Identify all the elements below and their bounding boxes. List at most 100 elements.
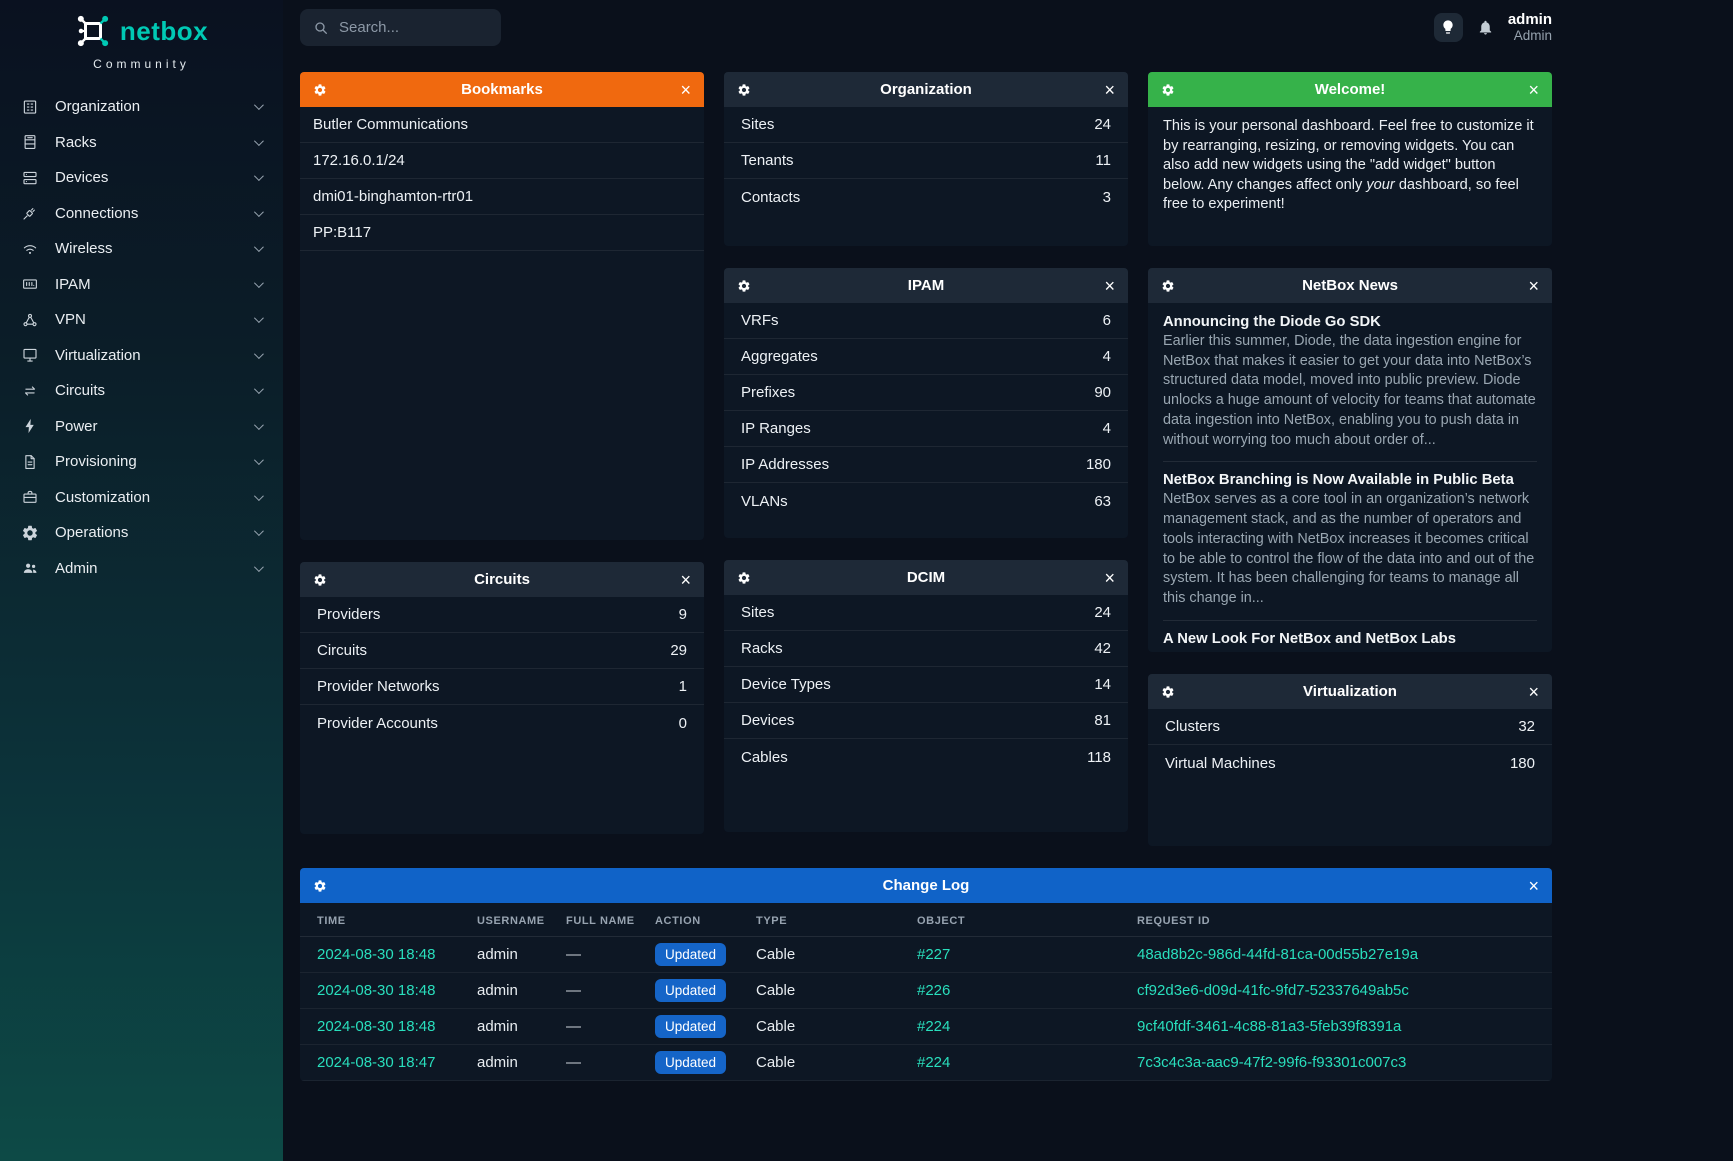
gear-icon[interactable] — [313, 879, 327, 893]
dashboard-column-1: Bookmarks × Butler Communications 172.16… — [300, 72, 704, 846]
stat-label: Devices — [741, 712, 795, 729]
stat-row[interactable]: Aggregates 4 — [724, 339, 1128, 375]
sidebar-item-circuits[interactable]: Circuits — [0, 373, 283, 409]
change-object-link[interactable]: #227 — [917, 946, 951, 963]
close-icon[interactable]: × — [1104, 79, 1115, 100]
topbar: admin Admin — [300, 0, 1733, 55]
theme-toggle-button[interactable] — [1433, 12, 1463, 42]
news-entry-title[interactable]: Announcing the Diode Go SDK — [1163, 314, 1381, 330]
news-entry-title[interactable]: NetBox Branching is Now Available in Pub… — [1163, 472, 1514, 489]
bookmark-item[interactable]: Butler Communications — [300, 107, 704, 143]
sidebar-item-power[interactable]: Power — [0, 409, 283, 445]
sidebar-item-admin[interactable]: Admin — [0, 551, 283, 587]
change-request-id-link[interactable]: 9cf40fdf-3461-4c88-81a3-5feb39f8391a — [1137, 1018, 1402, 1035]
change-request-id-link[interactable]: cf92d3e6-d09d-41fc-9fd7-52337649ab5c — [1137, 982, 1409, 999]
stat-row[interactable]: Prefixes 90 — [724, 375, 1128, 411]
change-object-link[interactable]: #224 — [917, 1018, 951, 1035]
stat-row[interactable]: Tenants 11 — [724, 143, 1128, 179]
close-icon[interactable]: × — [1104, 567, 1115, 588]
column-header-time: TIME — [300, 903, 469, 937]
stat-label: Aggregates — [741, 348, 818, 365]
change-object-link[interactable]: #224 — [917, 1054, 951, 1071]
bookmarks-widget-header: Bookmarks × — [300, 72, 704, 107]
gear-icon[interactable] — [737, 83, 751, 97]
user-menu[interactable]: admin Admin — [1508, 11, 1552, 44]
sidebar-item-wireless[interactable]: Wireless — [0, 231, 283, 267]
notifications-button[interactable] — [1477, 19, 1494, 36]
close-icon[interactable]: × — [1528, 875, 1539, 896]
sidebar-item-devices[interactable]: Devices — [0, 160, 283, 196]
sidebar-nav: Organization Racks Devices Connections W… — [0, 89, 283, 586]
stat-row[interactable]: Device Types 14 — [724, 667, 1128, 703]
change-type: Cable — [748, 936, 909, 973]
change-time-link[interactable]: 2024-08-30 18:48 — [317, 982, 436, 999]
change-type: Cable — [748, 1044, 909, 1081]
stat-row[interactable]: Sites 24 — [724, 595, 1128, 631]
chevron-down-icon — [253, 135, 264, 146]
stat-row[interactable]: Racks 42 — [724, 631, 1128, 667]
stat-row[interactable]: VLANs 63 — [724, 483, 1128, 519]
close-icon[interactable]: × — [680, 569, 691, 590]
search-input[interactable] — [339, 19, 479, 36]
stat-row[interactable]: Virtual Machines 180 — [1148, 745, 1552, 781]
stat-row[interactable]: Circuits 29 — [300, 633, 704, 669]
close-icon[interactable]: × — [680, 79, 691, 100]
welcome-widget: Welcome! × This is your personal dashboa… — [1148, 72, 1552, 246]
bookmark-item[interactable]: PP:B117 — [300, 215, 704, 251]
close-icon[interactable]: × — [1104, 275, 1115, 296]
stat-row[interactable]: Providers 9 — [300, 597, 704, 633]
gear-icon[interactable] — [313, 573, 327, 587]
sidebar-item-label: Customization — [55, 488, 151, 506]
sidebar-item-ipam[interactable]: IPAM — [0, 267, 283, 303]
close-icon[interactable]: × — [1528, 681, 1539, 702]
stat-row[interactable]: IP Ranges 4 — [724, 411, 1128, 447]
close-icon[interactable]: × — [1528, 275, 1539, 296]
sidebar-item-racks[interactable]: Racks — [0, 125, 283, 161]
sidebar-item-organization[interactable]: Organization — [0, 89, 283, 125]
stat-row[interactable]: Contacts 3 — [724, 179, 1128, 215]
change-request-id-link[interactable]: 7c3c4c3a-aac9-47f2-99f6-f93301c007c3 — [1137, 1054, 1407, 1071]
sidebar-item-operations[interactable]: Operations — [0, 515, 283, 551]
stat-row[interactable]: VRFs 6 — [724, 303, 1128, 339]
change-object-link[interactable]: #226 — [917, 982, 951, 999]
gear-icon[interactable] — [737, 279, 751, 293]
sidebar-item-provisioning[interactable]: Provisioning — [0, 444, 283, 480]
change-time-link[interactable]: 2024-08-30 18:48 — [317, 946, 436, 963]
stat-row[interactable]: Devices 81 — [724, 703, 1128, 739]
sidebar-item-customization[interactable]: Customization — [0, 480, 283, 516]
stat-row[interactable]: Provider Accounts 0 — [300, 705, 704, 741]
gear-icon[interactable] — [1161, 83, 1175, 97]
bookmark-item[interactable]: 172.16.0.1/24 — [300, 143, 704, 179]
sidebar-item-connections[interactable]: Connections — [0, 196, 283, 232]
stat-value: 11 — [1095, 152, 1111, 169]
change-request-id-link[interactable]: 48ad8b2c-986d-44fd-81ca-00d55b27e19a — [1137, 946, 1419, 963]
netbox-logo[interactable]: netbox Community — [0, 0, 283, 71]
gear-icon[interactable] — [313, 83, 327, 97]
gear-icon[interactable] — [1161, 279, 1175, 293]
close-icon[interactable]: × — [1528, 79, 1539, 100]
stat-label: Circuits — [317, 642, 368, 659]
change-time-link[interactable]: 2024-08-30 18:48 — [317, 1018, 436, 1035]
sidebar-item-label: Connections — [55, 204, 139, 222]
column-header-type: TYPE — [748, 903, 909, 937]
gear-icon[interactable] — [737, 571, 751, 585]
stat-row[interactable]: Clusters 32 — [1148, 709, 1552, 745]
news-entry-body: Earlier this summer, Diode, the data ing… — [1163, 333, 1536, 448]
stat-row[interactable]: Cables 118 — [724, 739, 1128, 775]
stat-row[interactable]: IP Addresses 180 — [724, 447, 1128, 483]
stat-label: Sites — [741, 116, 775, 133]
bookmark-item[interactable]: dmi01-binghamton-rtr01 — [300, 179, 704, 215]
news-entry-title[interactable]: A New Look For NetBox and NetBox Labs — [1163, 630, 1456, 647]
sidebar-item-virtualization[interactable]: Virtualization — [0, 338, 283, 374]
stat-value: 24 — [1094, 116, 1111, 133]
gear-icon[interactable] — [1161, 685, 1175, 699]
sidebar-item-vpn[interactable]: VPN — [0, 302, 283, 338]
stat-row[interactable]: Provider Networks 1 — [300, 669, 704, 705]
stat-row[interactable]: Sites 24 — [724, 107, 1128, 143]
building-icon — [21, 98, 39, 116]
divider — [1163, 461, 1537, 463]
welcome-text-post: dashboard, so feel free to experiment! — [1163, 176, 1519, 213]
search-box[interactable] — [300, 9, 501, 46]
change-time-link[interactable]: 2024-08-30 18:47 — [317, 1054, 436, 1071]
